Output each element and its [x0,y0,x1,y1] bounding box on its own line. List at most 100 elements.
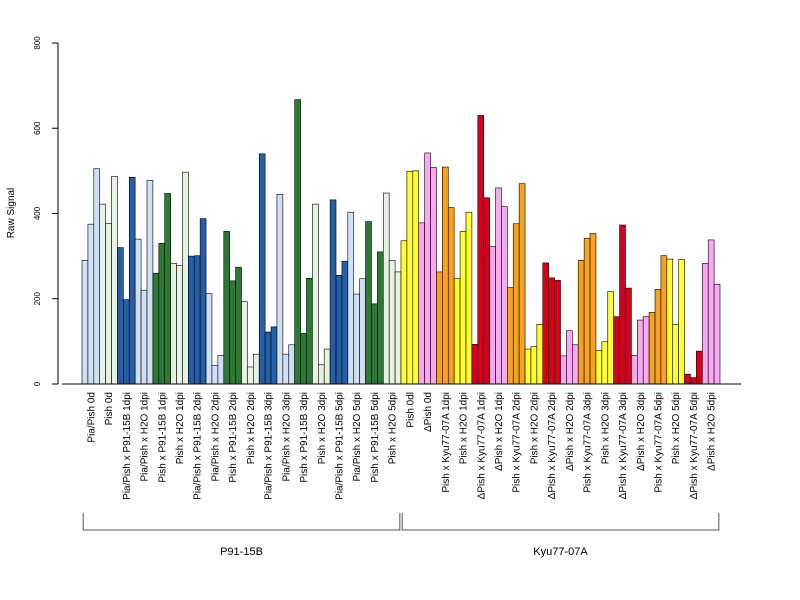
group-brackets: P91-15B Kyu77-07A [82,513,720,558]
bar [542,262,549,385]
bar [642,316,650,385]
bar [625,287,632,385]
bar [264,331,272,385]
y-tick-label: 600 [33,121,42,135]
bar [223,231,230,385]
bar [182,171,189,385]
x-tick-label: ΔPish 0d [423,392,434,432]
x-axis: Pia/Pish 0d Pish 0d Pia/Pish x P91-15B 1dp… [62,383,741,500]
bar [365,221,372,385]
x-tick-label: Pish x P91-15B 1dpi [157,392,168,483]
bar [140,289,148,385]
bar [170,263,177,385]
bar [176,265,183,385]
bar [530,346,538,385]
bar [217,355,225,385]
bar [554,280,561,385]
y-tick-label: 400 [33,206,42,220]
bar [465,211,473,385]
x-tick-label: Pish x P91-15B 2dpi [228,392,239,483]
bar [442,166,449,385]
x-tick-label: Pia/Pish x H2O 2dpi [210,392,221,482]
bar [312,203,319,385]
bar [424,152,431,385]
x-tick-label: Pish x H2O 2dpi [246,392,257,464]
x-tick-label: Pish x H2O 5dpi [388,392,399,464]
bar [353,293,360,385]
x-tick-label: ΔPish x H2O 2dpi [565,392,576,471]
bar [583,237,591,385]
bar [400,240,408,385]
y-tick-label: 200 [33,292,42,306]
bar [81,260,89,385]
bar [388,260,396,385]
bar [341,260,349,385]
bar [477,115,485,385]
bar [193,255,201,385]
bar [87,223,95,385]
x-tick-label: Pish x H2O 5dpi [671,392,682,464]
bar [93,168,101,385]
group-bracket [82,513,401,531]
x-tick-label: Pish x P91-15B 5dpi [370,392,381,483]
x-tick-label: ΔPish x Kyu77-07A 1dpi [476,392,487,499]
x-tick-label: ΔPish x Kyu77-07A 5dpi [689,392,700,499]
bar [501,206,508,385]
bar [188,255,195,385]
bar [282,353,290,385]
bar [152,272,160,385]
bar [631,355,638,385]
bar [105,223,112,385]
x-tick-label: Pish x H2O 2dpi [529,392,540,464]
bar [99,203,106,385]
bar [205,293,213,385]
x-tick-label: Pia/Pish x P91-15B 1dpi [122,392,133,500]
bar [512,223,520,385]
bar [406,171,414,385]
x-tick-label: ΔPish x H2O 5dpi [707,392,718,471]
bar [235,266,242,385]
bar [412,170,420,385]
bar [566,330,573,385]
bar [707,239,715,385]
bar [164,193,171,385]
bar [654,289,662,385]
x-tick-label: ΔPish x H2O 1dpi [494,392,505,471]
bar [696,350,703,385]
y-axis-title: Raw Signal [6,188,17,239]
bar [471,344,479,385]
bar [613,316,620,385]
bar [117,247,124,385]
bar [701,263,709,385]
bar [247,366,254,385]
x-tick-label: Pish x H2O 1dpi [459,392,470,464]
bar [323,348,331,385]
y-tick-label: 800 [33,36,42,50]
bar [276,194,284,385]
x-tick-label: Pish x H2O 1dpi [175,392,186,464]
bar [123,299,130,385]
bar [128,176,136,385]
bar [229,280,236,385]
bar [678,259,685,385]
bar [601,341,609,385]
bar [636,319,644,385]
bar [577,260,585,385]
bar [270,326,278,385]
x-tick-label: Pia/Pish x H2O 5dpi [352,392,363,482]
bar [335,275,343,385]
bar [288,344,295,385]
bar [619,224,626,385]
x-tick-label: ΔPish x Kyu77-07A 3dpi [618,392,629,499]
bar [253,353,260,385]
bar [518,183,526,385]
bar [146,179,154,385]
bar [607,291,614,385]
bar [258,153,266,385]
group-label: P91-15B [220,546,263,558]
bar [666,258,674,385]
bar [648,312,656,385]
group-bracket [401,513,720,531]
bar [300,332,307,385]
